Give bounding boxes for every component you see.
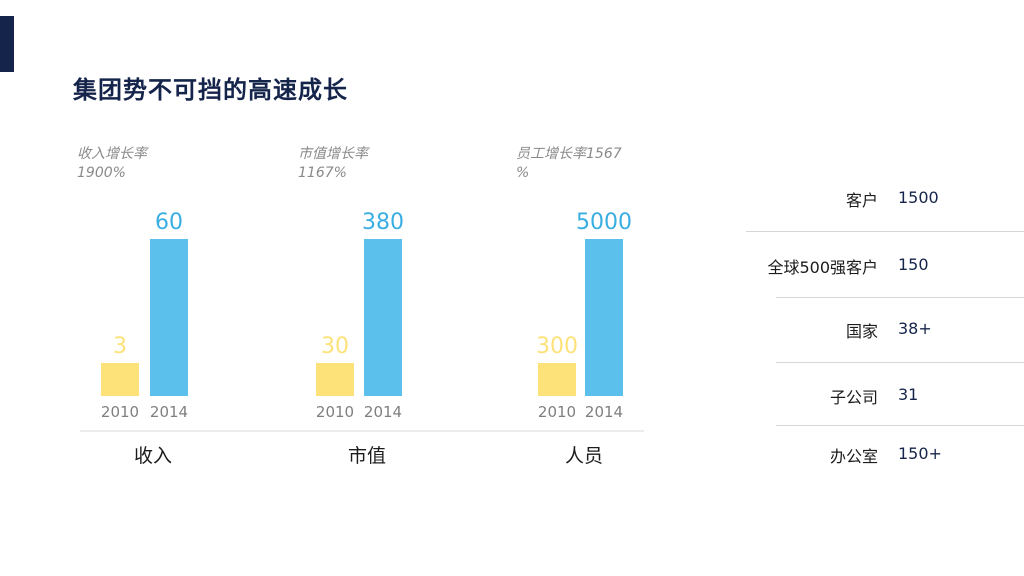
chart-2-growth-caption: 市值增长率 1167% xyxy=(298,145,368,183)
chart-3-growth-line-1: 员工增长率1567 xyxy=(516,146,622,162)
chart-3-value-label-2014: 5000 xyxy=(576,210,632,235)
stat-label-offices: 办公室 xyxy=(829,447,878,466)
chart-1-x-tick-2014: 2014 xyxy=(150,403,188,421)
page-title: 集团势不可挡的高速成长 xyxy=(73,76,348,104)
stat-value-countries: 38+ xyxy=(898,319,932,338)
chart-2-value-label-2010: 30 xyxy=(321,334,349,359)
chart-1-value-label-2010: 3 xyxy=(113,334,127,359)
chart-2-x-tick-2010: 2010 xyxy=(316,403,354,421)
stat-label-fortune500: 全球500强客户 xyxy=(767,258,878,277)
chart-3-bar-2014 xyxy=(585,239,623,396)
stat-divider xyxy=(746,231,1024,232)
stat-label-countries: 国家 xyxy=(845,322,878,341)
accent-bar xyxy=(0,16,14,72)
chart-3-category-label: 人员 xyxy=(565,445,603,467)
stat-value-subsidiaries: 31 xyxy=(898,385,919,404)
chart-1-growth-line-2: 1900% xyxy=(77,165,126,181)
chart-1-value-label-2014: 60 xyxy=(155,210,183,235)
chart-3-x-tick-2014: 2014 xyxy=(585,403,623,421)
chart-3-bar-2010 xyxy=(538,363,576,396)
chart-2-x-tick-2014: 2014 xyxy=(364,403,402,421)
chart-1-bar-2010 xyxy=(101,363,139,396)
chart-3-growth-caption: 员工增长率1567 % xyxy=(516,145,622,183)
stat-value-customers: 1500 xyxy=(898,188,939,207)
chart-1-category-label: 收入 xyxy=(134,445,172,467)
chart-3-growth-line-2: % xyxy=(516,165,530,181)
stat-value-fortune500: 150 xyxy=(898,255,929,274)
chart-3-x-tick-2010: 2010 xyxy=(538,403,576,421)
stat-divider xyxy=(776,362,1024,363)
chart-1-bar-2014 xyxy=(150,239,188,396)
chart-2-value-label-2014: 380 xyxy=(362,210,404,235)
chart-2-bar-2010 xyxy=(316,363,354,396)
chart-1-growth-caption: 收入增长率 1900% xyxy=(77,145,147,183)
stat-label-customers: 客户 xyxy=(845,191,878,210)
chart-2-growth-line-2: 1167% xyxy=(298,165,347,181)
chart-2-category-label: 市值 xyxy=(348,445,386,467)
stat-label-subsidiaries: 子公司 xyxy=(829,388,878,407)
stat-divider xyxy=(776,297,1024,298)
chart-2-growth-line-1: 市值增长率 xyxy=(298,146,368,162)
stat-divider xyxy=(776,425,1024,426)
chart-1-x-tick-2010: 2010 xyxy=(101,403,139,421)
stat-value-offices: 150+ xyxy=(898,444,942,463)
chart-3-value-label-2010: 300 xyxy=(536,334,578,359)
chart-2-bar-2014 xyxy=(364,239,402,396)
chart-1-growth-line-1: 收入增长率 xyxy=(77,146,147,162)
